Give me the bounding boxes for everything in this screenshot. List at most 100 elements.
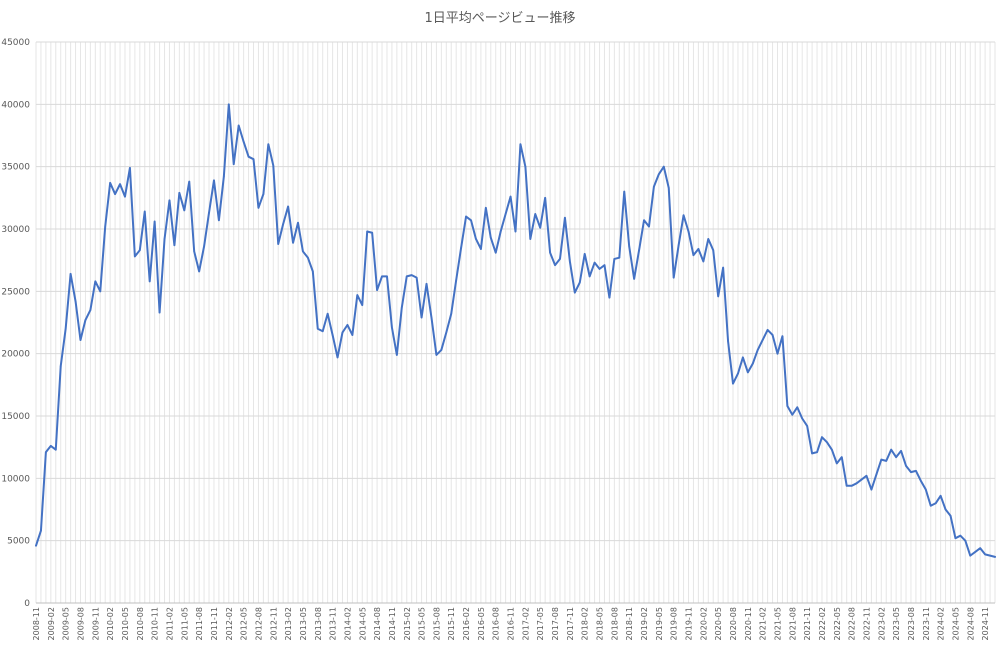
- vertical-gridlines: [35, 42, 996, 603]
- x-tick-label: 2021-08: [788, 607, 797, 640]
- data-point: [227, 103, 230, 106]
- data-point: [692, 254, 695, 256]
- data-point: [509, 195, 512, 198]
- x-tick-label: 2019-02: [640, 607, 649, 640]
- x-axis-tick-labels: 2008-11 2009-02 2009-05 2009-08 2009-11 2010-…: [32, 607, 990, 640]
- x-tick-label: 2019-05: [655, 607, 664, 640]
- data-point: [712, 249, 715, 251]
- data-point: [836, 462, 838, 465]
- data-point: [850, 485, 853, 487]
- data-point: [524, 165, 527, 168]
- data-point: [213, 179, 215, 182]
- data-point: [593, 261, 596, 264]
- data-point: [855, 482, 858, 485]
- x-tick-label: 2017-11: [566, 607, 575, 640]
- x-tick-label: 2011-08: [195, 607, 204, 640]
- data-point: [944, 508, 947, 511]
- data-point: [628, 245, 630, 248]
- data-point: [168, 199, 171, 202]
- data-point: [727, 340, 729, 343]
- data-point: [351, 334, 354, 336]
- x-tick-label: 2018-11: [625, 607, 634, 640]
- data-point: [153, 220, 156, 223]
- x-tick-label: 2010-11: [151, 607, 160, 640]
- data-point: [534, 213, 537, 215]
- data-point: [826, 441, 828, 443]
- x-tick-label: 2024-11: [981, 607, 990, 640]
- data-point: [583, 253, 586, 255]
- data-point: [445, 331, 448, 334]
- data-point: [905, 465, 907, 467]
- x-tick-label: 2021-05: [773, 607, 782, 640]
- data-point: [321, 330, 324, 333]
- data-point: [232, 163, 235, 165]
- data-point: [420, 316, 423, 319]
- data-point: [860, 478, 863, 481]
- data-point: [163, 238, 166, 240]
- x-tick-label: 2008-11: [32, 607, 41, 640]
- x-tick-label: 2012-08: [254, 607, 263, 640]
- data-point: [381, 275, 383, 278]
- y-tick-label: 40000: [1, 100, 30, 110]
- x-tick-label: 2020-05: [714, 607, 723, 640]
- data-point: [272, 164, 275, 167]
- data-point: [257, 207, 260, 209]
- data-point: [292, 241, 294, 244]
- series-layer: [35, 103, 996, 558]
- data-point: [984, 553, 986, 556]
- x-tick-label: 2014-02: [343, 607, 352, 640]
- x-tick-label: 2014-11: [388, 607, 397, 640]
- data-point: [667, 187, 670, 189]
- data-point: [198, 270, 200, 273]
- data-point: [396, 354, 398, 356]
- data-point: [638, 249, 640, 251]
- y-tick-label: 5000: [7, 537, 30, 547]
- data-point: [84, 319, 87, 321]
- x-tick-label: 2020-02: [699, 607, 708, 640]
- y-tick-label: 25000: [1, 287, 30, 297]
- data-point: [796, 406, 799, 409]
- data-point: [188, 180, 191, 183]
- data-point: [460, 246, 462, 249]
- data-point: [776, 352, 779, 355]
- data-point: [450, 312, 453, 315]
- data-point: [969, 554, 972, 557]
- data-point: [208, 211, 210, 214]
- x-tick-label: 2023-08: [907, 607, 916, 640]
- x-tick-label: 2015-08: [432, 607, 441, 640]
- data-point: [974, 551, 977, 553]
- data-point: [74, 300, 77, 303]
- x-tick-label: 2009-11: [91, 607, 100, 640]
- data-point: [173, 244, 176, 247]
- x-tick-label: 2011-05: [180, 607, 189, 640]
- data-point: [890, 448, 892, 451]
- data-point: [302, 250, 304, 253]
- x-tick-label: 2016-11: [507, 607, 516, 640]
- x-tick-label: 2018-08: [610, 607, 619, 640]
- x-tick-label: 2012-05: [240, 607, 249, 640]
- x-tick-label: 2015-05: [418, 607, 427, 640]
- x-tick-label: 2013-11: [329, 607, 338, 640]
- data-point: [934, 502, 937, 505]
- data-point: [465, 215, 467, 218]
- x-tick-label: 2017-05: [536, 607, 545, 640]
- data-point: [791, 413, 794, 416]
- data-point: [939, 494, 942, 497]
- data-point: [682, 214, 685, 217]
- x-tick-label: 2020-08: [729, 607, 738, 640]
- x-tick-label: 2024-08: [966, 607, 975, 640]
- data-point: [346, 324, 349, 326]
- x-tick-label: 2013-02: [284, 607, 293, 640]
- x-tick-label: 2017-02: [521, 607, 530, 640]
- data-point: [574, 291, 576, 294]
- data-point: [875, 473, 878, 476]
- x-tick-label: 2014-08: [373, 607, 382, 640]
- data-point: [840, 456, 843, 458]
- x-tick-label: 2016-08: [492, 607, 501, 640]
- data-point: [193, 250, 195, 253]
- data-point: [994, 556, 996, 558]
- data-point: [504, 213, 507, 215]
- data-point: [569, 260, 571, 263]
- x-tick-label: 2023-11: [922, 607, 931, 640]
- data-point: [761, 339, 764, 341]
